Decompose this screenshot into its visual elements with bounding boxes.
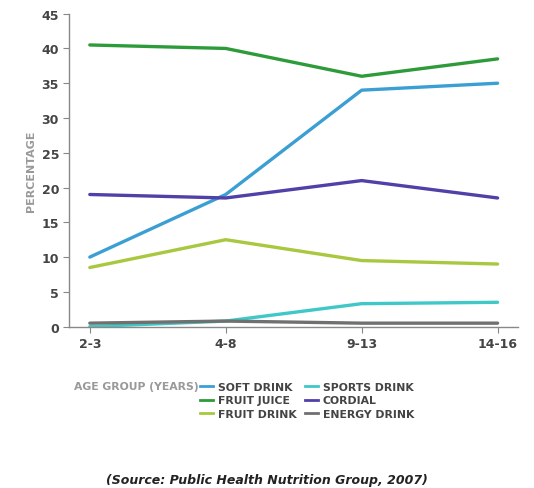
Text: (Source: Public Health Nutrition Group, 2007): (Source: Public Health Nutrition Group, … — [106, 473, 428, 486]
Legend: SOFT DRINK, FRUIT JUICE, FRUIT DRINK, SPORTS DRINK, CORDIAL, ENERGY DRINK: SOFT DRINK, FRUIT JUICE, FRUIT DRINK, SP… — [200, 382, 414, 419]
Text: AGE GROUP (YEARS): AGE GROUP (YEARS) — [74, 382, 199, 391]
Y-axis label: PERCENTAGE: PERCENTAGE — [26, 130, 36, 211]
